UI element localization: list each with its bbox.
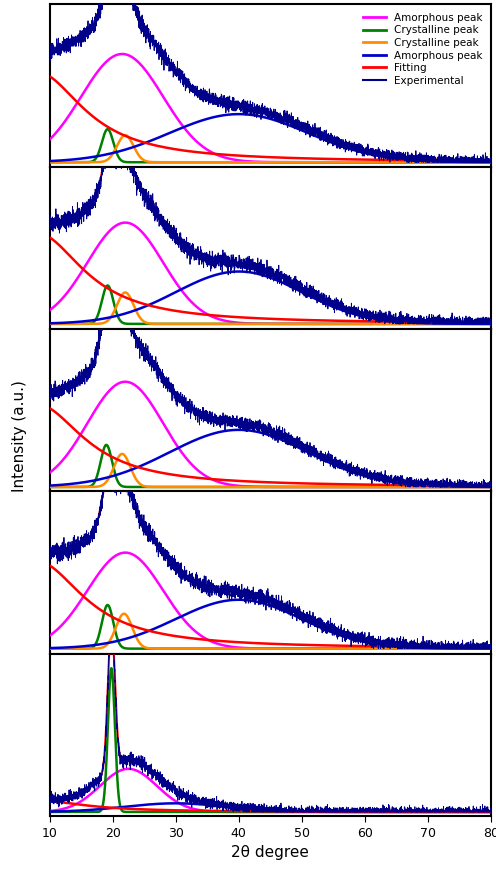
Text: Intensity (a.u.): Intensity (a.u.) bbox=[12, 381, 27, 492]
X-axis label: 2θ degree: 2θ degree bbox=[231, 845, 310, 860]
Legend: Amorphous peak, Crystalline peak, Crystalline peak, Amorphous peak, Fitting, Exp: Amorphous peak, Crystalline peak, Crysta… bbox=[360, 10, 486, 89]
